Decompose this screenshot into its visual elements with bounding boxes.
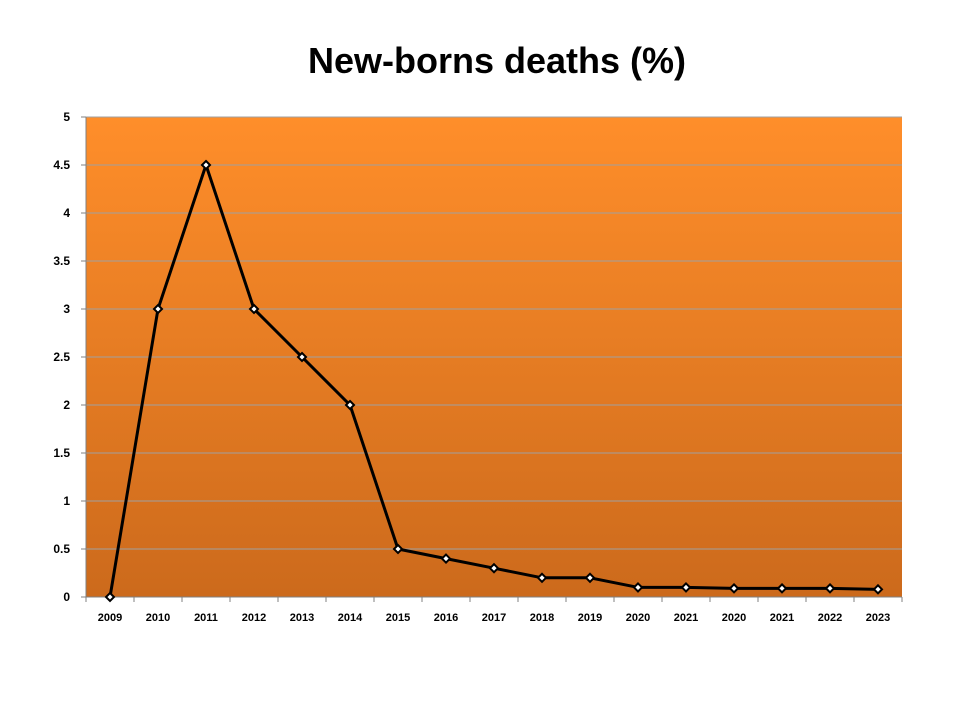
data-point-marker xyxy=(632,581,644,593)
y-tick-label: 1 xyxy=(63,494,70,508)
y-tick-label: 2 xyxy=(63,398,70,412)
x-tick-label: 2009 xyxy=(98,612,122,624)
data-point-marker xyxy=(200,159,212,171)
x-tick-label: 2023 xyxy=(866,612,890,624)
x-tick-label: 2010 xyxy=(146,612,170,624)
data-point-marker xyxy=(584,572,596,584)
y-tick-label: 5 xyxy=(63,110,70,124)
data-point-marker xyxy=(392,543,404,555)
x-tick-label: 2021 xyxy=(674,612,698,624)
y-tick-label: 1.5 xyxy=(53,446,70,460)
y-tick-labels: 0 0.5 1 1.5 2 2.5 3 3.5 4 4.5 5 xyxy=(53,110,70,604)
data-point-marker xyxy=(824,582,836,594)
y-tick-label: 3.5 xyxy=(53,254,70,268)
y-tick-label: 4.5 xyxy=(53,158,70,172)
y-tick-label: 3 xyxy=(63,302,70,316)
x-tick-label: 2022 xyxy=(818,612,842,624)
data-point-marker xyxy=(296,351,308,363)
y-tick-label: 0 xyxy=(63,590,70,604)
y-tick-label: 0.5 xyxy=(53,542,70,556)
x-tick-label: 2020 xyxy=(722,612,746,624)
data-point-marker xyxy=(680,581,692,593)
x-tick-label: 2021 xyxy=(770,612,794,624)
x-tick-label: 2013 xyxy=(290,612,314,624)
axes xyxy=(81,116,903,602)
data-point-marker xyxy=(488,562,500,574)
x-tick-label: 2018 xyxy=(530,612,554,624)
data-point-marker xyxy=(536,572,548,584)
data-point-marker xyxy=(104,591,116,603)
data-point-marker xyxy=(440,553,452,565)
x-tick-label: 2011 xyxy=(194,612,218,624)
data-point-marker xyxy=(248,303,260,315)
x-tick-label: 2014 xyxy=(338,612,363,624)
x-tick-label: 2017 xyxy=(482,612,506,624)
data-point-marker xyxy=(872,583,884,595)
data-point-marker xyxy=(728,582,740,594)
series-layer xyxy=(104,159,884,603)
x-tick-label: 2015 xyxy=(386,612,410,624)
x-tick-label: 2020 xyxy=(626,612,650,624)
x-tick-labels: 2009 2010 2011 2012 2013 2014 2015 2016 2017 2018… xyxy=(98,612,890,624)
chart-title: New-borns deaths (%) xyxy=(307,40,687,81)
data-point-marker xyxy=(776,582,788,594)
x-tick-label: 2012 xyxy=(242,612,266,624)
y-tick-label: 2.5 xyxy=(53,350,70,364)
x-tick-label: 2019 xyxy=(578,612,602,624)
data-point-marker xyxy=(152,303,164,315)
y-tick-label: 4 xyxy=(63,206,70,220)
x-tick-label: 2016 xyxy=(434,612,458,624)
data-point-marker xyxy=(344,399,356,411)
